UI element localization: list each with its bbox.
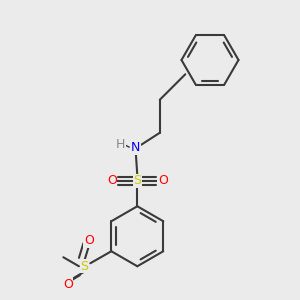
Text: O: O [63,278,73,291]
Text: S: S [80,260,88,273]
Text: O: O [158,174,168,187]
Text: S: S [133,174,141,187]
Text: N: N [131,141,140,154]
Text: O: O [84,234,94,247]
Text: H: H [116,138,125,151]
Text: O: O [107,174,117,187]
